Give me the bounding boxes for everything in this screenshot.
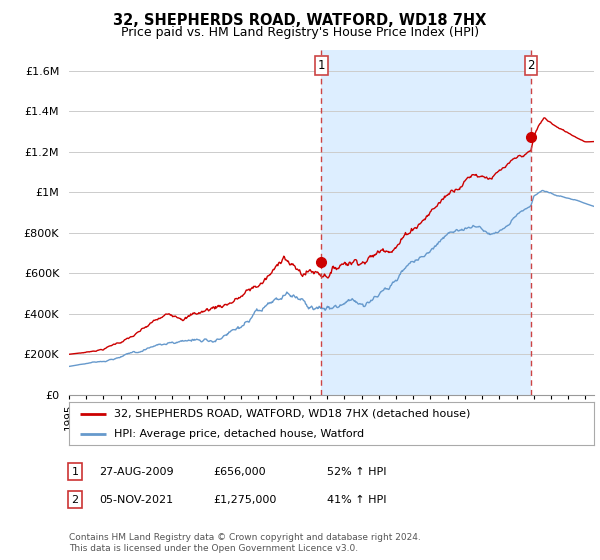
Text: 05-NOV-2021: 05-NOV-2021 [99,494,173,505]
Text: HPI: Average price, detached house, Watford: HPI: Average price, detached house, Watf… [113,430,364,439]
Text: 52% ↑ HPI: 52% ↑ HPI [327,466,386,477]
Text: Contains HM Land Registry data © Crown copyright and database right 2024.
This d: Contains HM Land Registry data © Crown c… [69,533,421,553]
Text: 41% ↑ HPI: 41% ↑ HPI [327,494,386,505]
Text: 2: 2 [527,59,535,72]
Text: 2: 2 [71,494,79,505]
Text: £656,000: £656,000 [213,466,266,477]
Text: 27-AUG-2009: 27-AUG-2009 [99,466,173,477]
Text: 1: 1 [71,466,79,477]
Bar [321,50,531,395]
Text: 32, SHEPHERDS ROAD, WATFORD, WD18 7HX (detached house): 32, SHEPHERDS ROAD, WATFORD, WD18 7HX (d… [113,409,470,419]
Text: £1,275,000: £1,275,000 [213,494,277,505]
Text: Price paid vs. HM Land Registry's House Price Index (HPI): Price paid vs. HM Land Registry's House … [121,26,479,39]
Text: 1: 1 [317,59,325,72]
Text: 32, SHEPHERDS ROAD, WATFORD, WD18 7HX: 32, SHEPHERDS ROAD, WATFORD, WD18 7HX [113,13,487,28]
